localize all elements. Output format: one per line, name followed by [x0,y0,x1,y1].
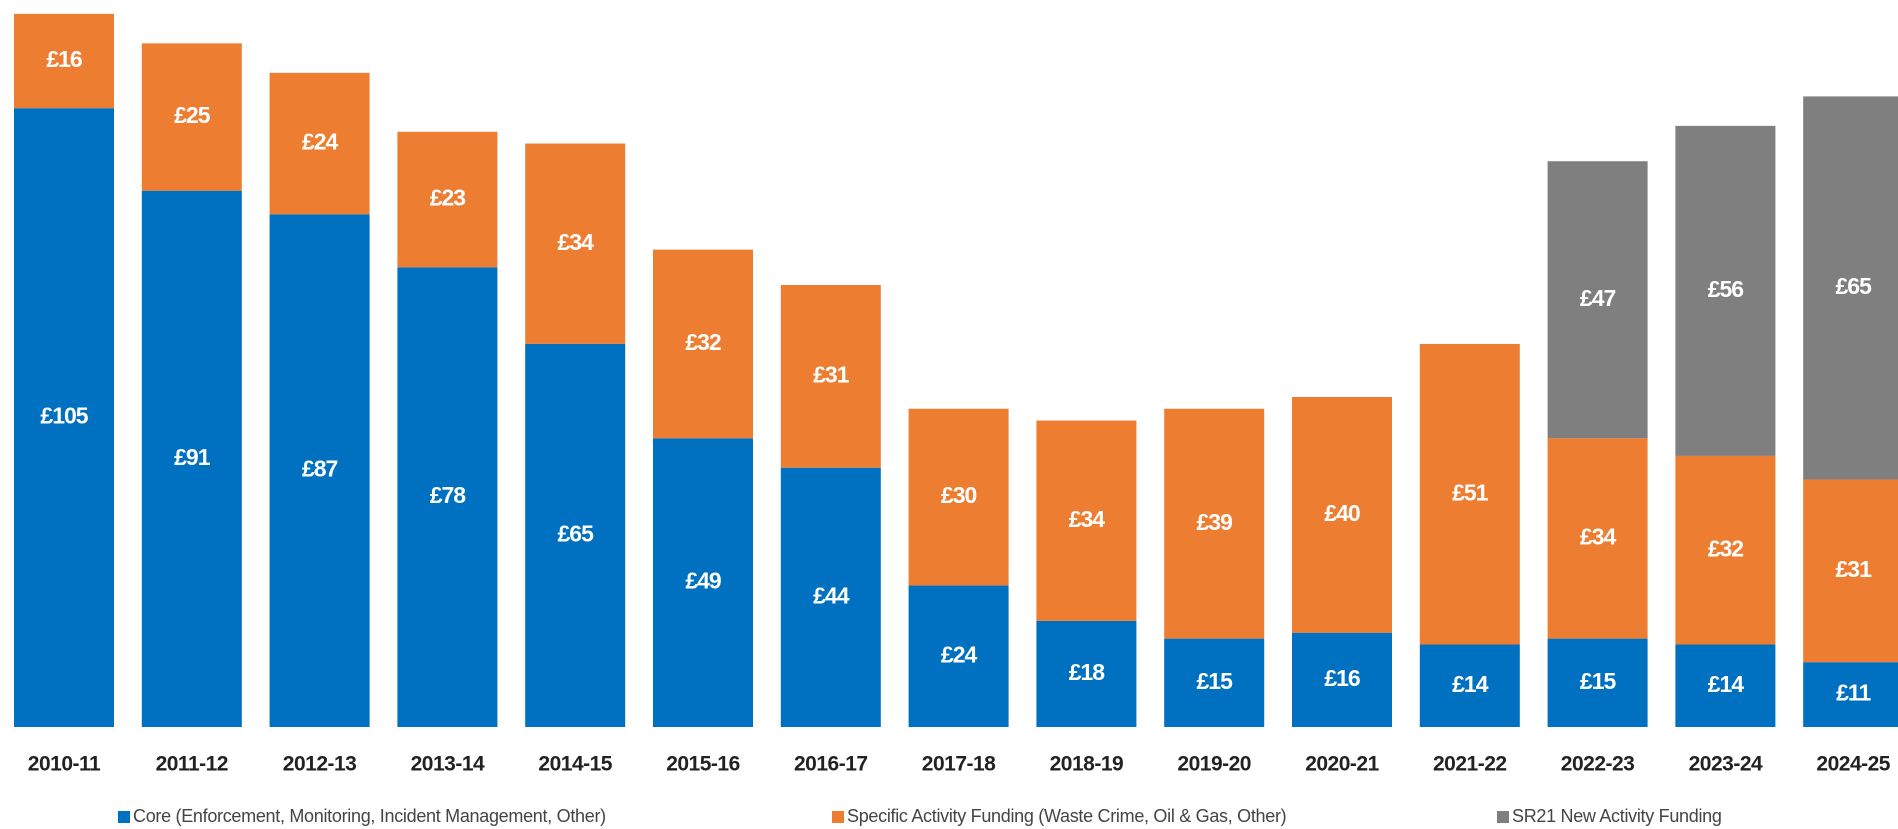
value-label: £32 [685,329,721,355]
bar-segment [1547,638,1648,727]
bar-segment [908,585,1009,727]
bar-segment [1547,438,1648,639]
bar-segment [780,284,881,468]
bar-segment [1803,479,1898,663]
value-label: £105 [40,403,88,429]
bar-segment [525,143,626,344]
value-label: £87 [302,456,338,482]
x-tick-label: 2018-19 [1050,753,1124,776]
bar-segment [1803,662,1898,727]
bar-segment [1292,396,1392,633]
bar-segment [14,13,114,109]
value-label: £24 [941,641,978,667]
x-tick-label: 2023-24 [1689,753,1763,776]
bar-segment [1675,455,1776,645]
value-label: £16 [46,46,82,72]
value-label: £39 [1197,509,1233,535]
legend-label: SR21 New Activity Funding [1512,806,1722,826]
value-label: £15 [1197,668,1234,694]
bar-segment [525,343,626,727]
legend-swatch [832,811,844,823]
value-label: £23 [430,185,466,211]
x-tick-label: 2019-20 [1177,753,1251,776]
x-tick-label: 2010-11 [28,753,101,776]
bar-segment [1419,644,1520,727]
bar-segment [653,249,753,439]
x-tick-label: 2011-12 [156,753,228,776]
x-tick-label: 2022-23 [1561,753,1635,776]
value-label: £65 [558,521,595,547]
value-label: £49 [685,568,721,594]
bar-segment [269,72,370,215]
value-label: £31 [1836,556,1873,582]
x-tick-label: 2015-16 [666,753,740,776]
bar-segment [1036,420,1137,621]
value-label: £34 [1580,523,1617,549]
x-tick-label: 2016-17 [794,753,868,776]
value-label: £78 [430,482,467,508]
bar-segment [653,438,753,727]
legend-label: Specific Activity Funding (Waste Crime, … [847,806,1286,826]
value-label: £14 [1452,671,1489,697]
value-label: £44 [813,582,850,608]
legend-label: Core (Enforcement, Monitoring, Incident … [133,806,606,826]
value-label: £34 [1069,506,1106,532]
value-label: £34 [558,229,595,255]
value-label: £31 [813,361,850,387]
x-tick-label: 2013-14 [411,753,485,776]
value-label: £14 [1708,671,1745,697]
value-label: £24 [302,129,339,155]
bar-segment [1419,343,1520,645]
bar-segment [1803,96,1898,480]
legend-swatch [1497,811,1509,823]
x-tick-label: 2012-13 [283,753,357,776]
bar-segment [1675,125,1776,456]
bar-segment [1164,638,1265,727]
value-label: £15 [1580,668,1617,694]
value-label: £56 [1708,276,1744,302]
value-label: £65 [1836,273,1873,299]
bar-segment [141,190,242,727]
value-label: £51 [1452,479,1489,505]
bar-segment [397,267,498,727]
bar-segment [1547,161,1648,439]
value-label: £91 [174,444,211,470]
bar-segment [1675,644,1776,727]
x-tick-label: 2024-25 [1816,753,1890,776]
bar-segment [1036,620,1137,727]
x-tick-label: 2014-15 [538,753,612,776]
x-tick-label: 2020-21 [1305,753,1379,776]
value-label: £18 [1069,659,1106,685]
value-label: £11 [1836,680,1871,706]
x-tick-label: 2017-18 [922,753,996,776]
value-label: £47 [1580,285,1616,311]
legend-swatch [118,811,130,823]
value-label: £16 [1324,665,1360,691]
bar-segment [780,467,881,727]
value-label: £25 [174,102,211,128]
bar-segment [908,408,1009,586]
bar-segment [14,108,114,727]
value-label: £30 [941,482,977,508]
value-label: £40 [1324,500,1360,526]
value-label: £32 [1708,535,1744,561]
bar-segment [1292,632,1392,727]
bar-segment [1164,408,1265,639]
bar-segment [397,131,498,268]
bar-segment [141,43,242,191]
bar-segment [269,214,370,727]
x-tick-label: 2021-22 [1433,753,1507,776]
